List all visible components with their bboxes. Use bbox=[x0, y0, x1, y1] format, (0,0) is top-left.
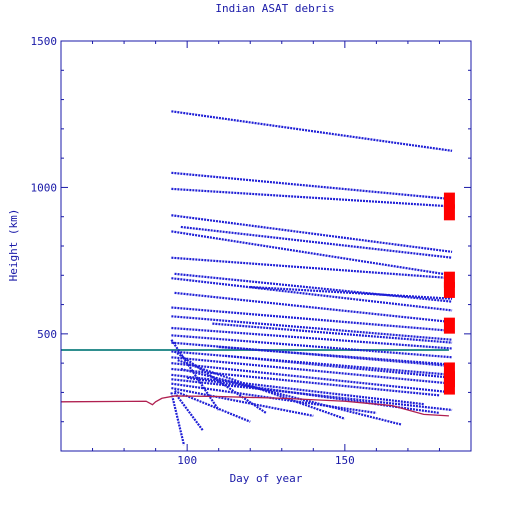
status-marker bbox=[443, 192, 455, 209]
plot-area bbox=[60, 110, 455, 446]
debris-track bbox=[171, 326, 453, 350]
debris-track bbox=[171, 350, 453, 376]
status-marker bbox=[443, 204, 455, 221]
debris-track bbox=[171, 187, 453, 208]
debris-track bbox=[171, 230, 453, 277]
debris-track bbox=[212, 322, 453, 344]
y-tick-label: 1500 bbox=[31, 35, 58, 48]
x-tick-label: 150 bbox=[335, 454, 355, 467]
debris-track bbox=[171, 373, 424, 406]
debris-track bbox=[171, 256, 453, 280]
status-marker bbox=[443, 378, 455, 395]
debris-track bbox=[174, 272, 453, 303]
y-axis-label: Height (km) bbox=[7, 209, 20, 282]
status-marker bbox=[443, 281, 455, 298]
debris-track bbox=[171, 386, 314, 417]
debris-track bbox=[171, 277, 453, 312]
status-marker bbox=[443, 271, 455, 288]
debris-track bbox=[171, 171, 453, 201]
debris-track bbox=[171, 362, 453, 394]
debris-track bbox=[173, 391, 204, 432]
y-tick-label: 1000 bbox=[31, 181, 58, 194]
debris-track bbox=[218, 345, 453, 366]
host-object-track bbox=[60, 395, 449, 417]
debris-track bbox=[170, 392, 186, 446]
chart-title: Indian ASAT debris bbox=[215, 2, 334, 15]
debris-track bbox=[224, 354, 453, 379]
status-marker bbox=[443, 317, 455, 334]
debris-track bbox=[174, 291, 453, 324]
debris-track bbox=[171, 110, 453, 152]
y-tick-label: 500 bbox=[37, 328, 57, 341]
debris-track bbox=[171, 378, 453, 412]
debris-track bbox=[171, 356, 453, 385]
debris-track bbox=[187, 376, 440, 415]
x-tick-label: 100 bbox=[177, 454, 197, 467]
debris-track bbox=[171, 306, 453, 333]
debris-track bbox=[250, 285, 453, 300]
debris-track bbox=[180, 367, 402, 426]
status-marker bbox=[443, 362, 455, 379]
debris-track bbox=[170, 339, 220, 411]
debris-track bbox=[171, 315, 453, 341]
x-axis-label: Day of year bbox=[230, 472, 303, 485]
debris-track bbox=[171, 334, 453, 359]
debris-track bbox=[180, 225, 453, 259]
debris-track bbox=[171, 214, 453, 253]
axis-ticks: 100 150 500 1000 1500 bbox=[31, 35, 471, 467]
